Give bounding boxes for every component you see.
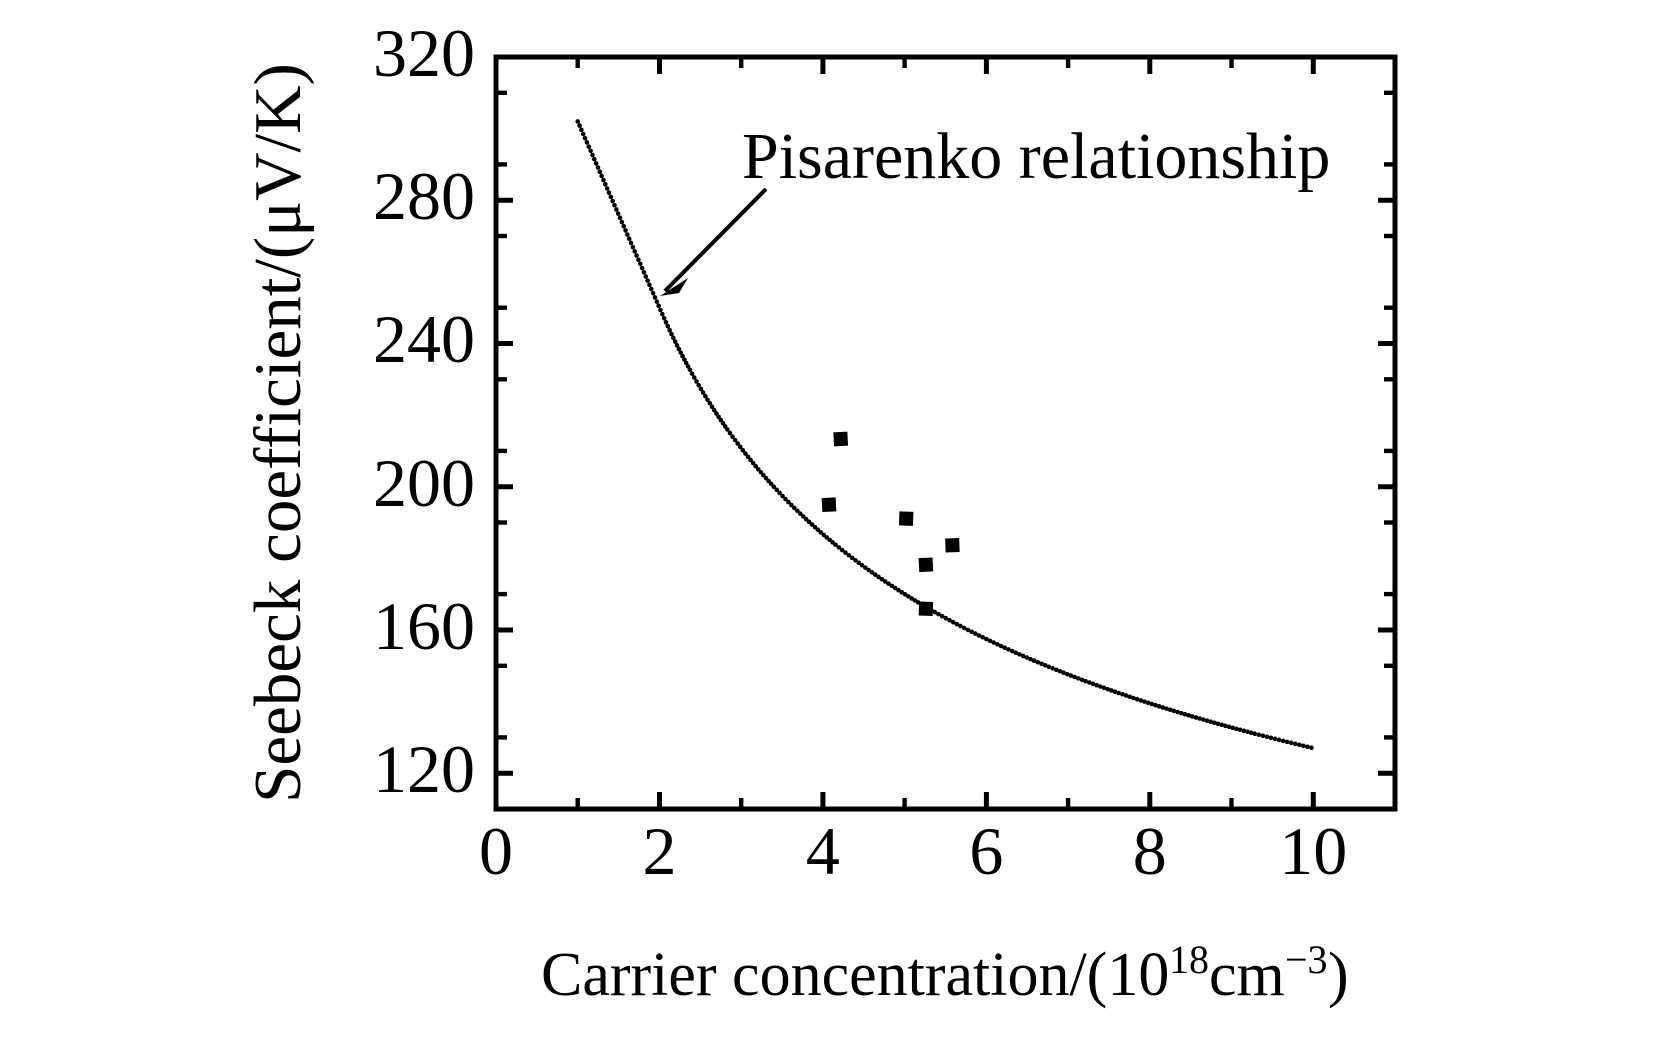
svg-text:18: 18 xyxy=(1169,937,1209,982)
svg-text:200: 200 xyxy=(373,445,475,521)
svg-text:240: 240 xyxy=(373,301,475,377)
svg-text:2: 2 xyxy=(643,813,677,889)
svg-text:8: 8 xyxy=(1133,813,1167,889)
svg-text:−3: −3 xyxy=(1285,937,1328,982)
svg-text:cm: cm xyxy=(1209,941,1285,1009)
svg-text:120: 120 xyxy=(373,731,475,807)
svg-text:Pisarenko relationship: Pisarenko relationship xyxy=(742,120,1330,193)
svg-text:160: 160 xyxy=(373,588,475,664)
svg-text:10: 10 xyxy=(1279,813,1347,889)
svg-text:6: 6 xyxy=(969,813,1003,889)
svg-text:280: 280 xyxy=(373,158,475,234)
svg-text:4: 4 xyxy=(806,813,840,889)
svg-text:Carrier concentration/(10: Carrier concentration/(10 xyxy=(541,941,1169,1009)
svg-text:): ) xyxy=(1328,941,1349,1009)
svg-text:Seebeck coefficient/(μV/K): Seebeck coefficient/(μV/K) xyxy=(241,63,315,803)
svg-text:0: 0 xyxy=(479,813,513,889)
svg-text:320: 320 xyxy=(373,15,475,91)
